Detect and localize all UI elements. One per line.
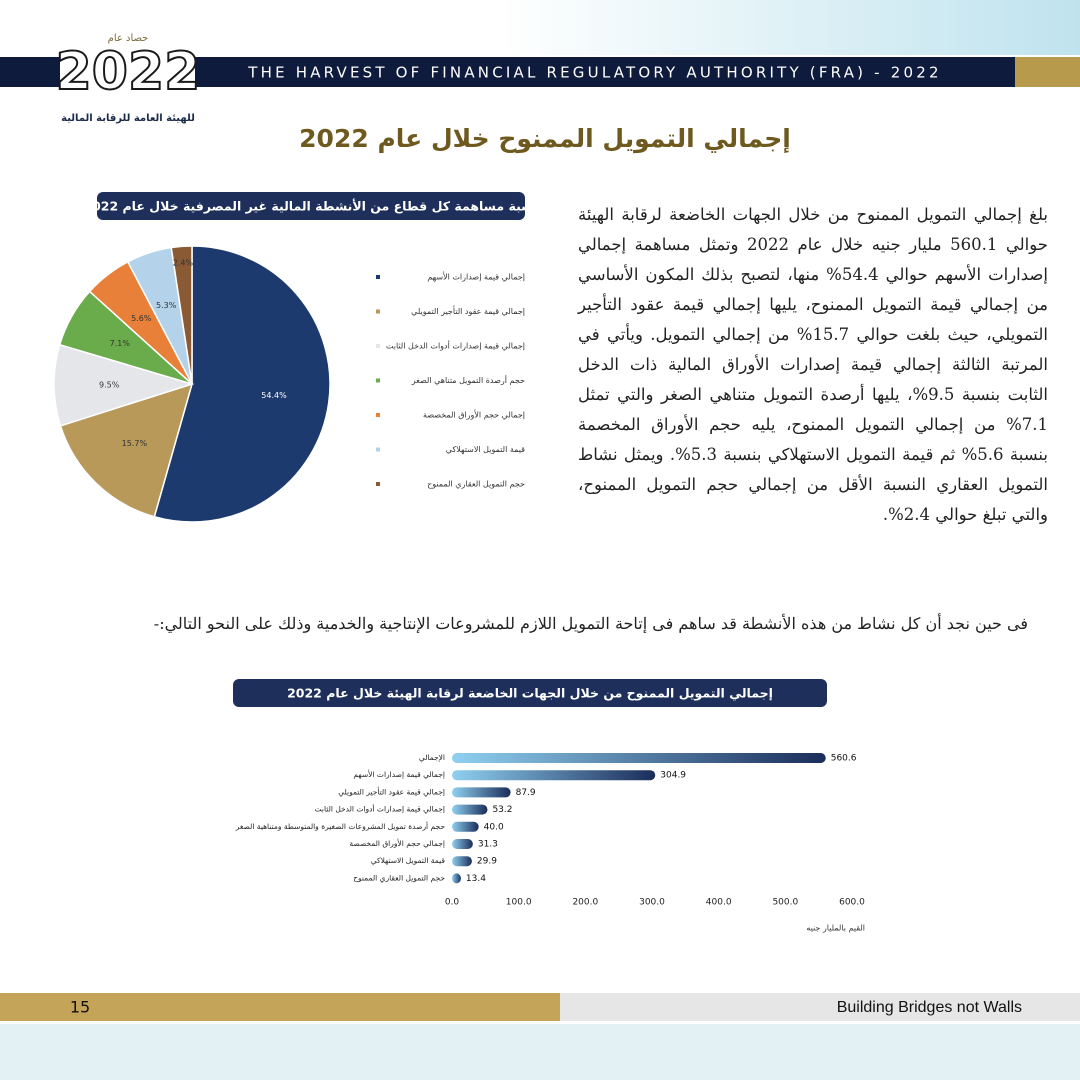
data-label: 304.9 [660,771,686,781]
header-bar [195,57,1015,87]
legend-label: إجمالي قيمة عقود التأجير التمويلي [411,305,525,317]
legend-marker [376,413,380,417]
pie-slice [59,382,194,518]
data-label: 54.4% [261,391,287,400]
y-tick-label: الإجمالي [419,753,445,762]
data-label: 87.9 [516,788,536,798]
data-label: 31.3 [478,840,498,850]
x-tick-label: 0.0 [445,898,460,908]
header-bar [1015,57,1080,87]
legend-label: قيمة التمويل الاستهلاكي [446,445,525,454]
paragraph: بلغ إجمالي التمويل الممنوح من خلال الجها… [578,205,1048,524]
slogan: Building Bridges not Walls [837,999,1022,1016]
legend-marker [376,482,380,486]
footer-decor [0,1024,1080,1080]
x-tick-label: 600.0 [839,898,865,908]
data-label: 13.4 [466,874,486,884]
x-tick-label: 300.0 [639,898,665,908]
legend-marker [376,275,380,279]
chart-title: إجمالي التمويل الممنوح من خلال الجهات ال… [287,686,773,702]
header-decor [500,0,1080,55]
paragraph: فى حين نجد أن كل نشاط من هذه الأنشطة قد … [153,614,1028,633]
y-tick-label: حجم التمويل العقاري الممنوح [353,873,445,882]
bar [452,804,488,815]
legend-marker [376,309,380,314]
data-label: 2.4% [173,258,194,267]
y-tick-label: قيمة التمويل الاستهلاكي [371,856,446,865]
x-tick-label: 400.0 [706,898,732,908]
bar [452,770,656,781]
bar [452,787,511,798]
chart-title-box [97,192,525,220]
logo-org: للهيئة العامة للرقابة المالية [61,113,195,124]
y-tick-label: إجمالي قيمة عقود التأجير التمويلي [338,786,445,796]
data-label: 9.5% [99,380,120,389]
chart-title-box [233,679,827,707]
data-label: 29.9 [477,857,497,867]
pie-slice [170,245,193,385]
y-tick-label: حجم أرصدة تمويل المشروعات الصغيرة والمتو… [235,821,446,831]
bar [452,873,461,884]
data-label: 15.7% [122,439,148,448]
bar [452,821,479,832]
x-tick-label: 200.0 [572,898,598,908]
logo-top: حصاد عام [108,33,149,44]
legend-marker [376,344,380,348]
data-label: 40.0 [484,822,504,832]
logo-year: 2022 [56,42,201,102]
y-tick-label: إجمالي قيمة إصدارات أدوات الدخل الثابت [315,804,445,814]
data-label: 5.3% [156,301,177,310]
page-title: إجمالي التمويل الممنوح خلال عام 2022 [299,124,791,154]
legend-marker [376,378,380,383]
legend-marker [376,447,380,452]
legend-label: إجمالي قيمة إصدارات أدوات الدخل الثابت [386,341,525,352]
legend-label: حجم أرصدة التمويل متناهي الصغر [411,375,525,385]
data-label: 5.6% [131,314,152,323]
data-label: 53.2 [492,805,512,815]
legend-label: إجمالي قيمة إصدارات الأسهم [427,272,525,283]
x-tick-label: 100.0 [506,898,532,908]
bar [452,839,473,849]
page-number: 15 [70,998,90,1017]
y-tick-label: إجمالي قيمة إصدارات الأسهم [353,769,445,779]
data-label: 7.1% [110,339,131,348]
x-axis-title: القيم بالمليار جنيه [806,924,865,933]
pie-slice [53,343,195,427]
footer-bar [0,993,560,1021]
y-tick-label: إجمالي حجم الأوراق المخصصة [349,838,445,848]
legend-label: حجم التمويل العقاري الممنوح [427,480,525,489]
footer-bar [560,993,1080,1021]
bar [452,856,472,867]
legend-label: إجمالي حجم الأوراق المخصصة [423,410,525,421]
banner: THE HARVEST OF FINANCIAL REGULATORY AUTH… [247,64,941,82]
pie-slice [153,245,331,523]
header-bar [0,57,60,87]
data-label: 560.6 [831,754,857,764]
bar [452,753,826,763]
x-tick-label: 500.0 [772,898,798,908]
chart-title: نسبة مساهمة كل قطاع من الأنشطة المالية غ… [83,199,538,215]
